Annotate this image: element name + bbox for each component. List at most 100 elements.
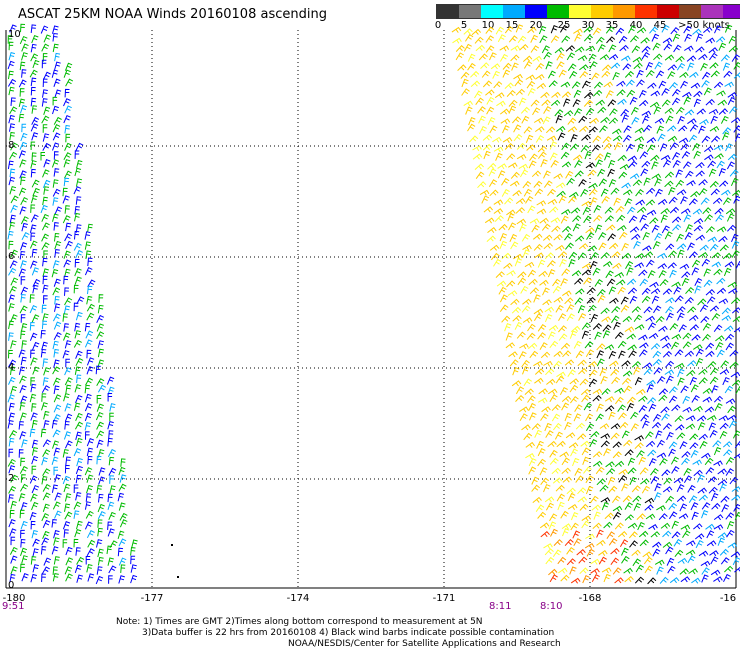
wind-barb [565, 242, 574, 250]
wind-barb [589, 439, 598, 447]
wind-barb [628, 215, 638, 223]
wind-barb [43, 186, 50, 195]
wind-barb [681, 277, 690, 287]
wind-barb [522, 180, 532, 189]
wind-barb [20, 216, 29, 225]
y-tick-label: 0 [8, 580, 14, 591]
legend-swatch [481, 5, 503, 18]
wind-barb [596, 358, 605, 367]
wind-barb [53, 466, 58, 476]
wind-barb [529, 350, 539, 359]
wind-barb [677, 377, 685, 386]
wind-barb [680, 385, 689, 394]
wind-barb [724, 261, 735, 268]
legend-swatch [635, 5, 657, 18]
wind-barb [84, 422, 92, 431]
wind-barb [557, 132, 566, 141]
wind-barb [685, 549, 696, 556]
wind-barb [515, 88, 525, 96]
wind-barb [610, 62, 621, 69]
wind-barb [639, 214, 648, 223]
wind-barb [719, 244, 729, 252]
wind-barb [107, 437, 113, 447]
wind-barb [564, 359, 575, 366]
wind-barb [577, 252, 587, 260]
wind-barb [95, 575, 104, 585]
wind-barb [517, 271, 527, 278]
wind-barb [20, 104, 28, 114]
wind-barb [30, 141, 36, 151]
wind-barb [42, 530, 50, 539]
wind-barb [718, 42, 727, 51]
wind-barb [538, 25, 547, 35]
wind-barb [600, 307, 610, 315]
wind-barb [705, 226, 715, 234]
wind-barb [486, 96, 495, 105]
wind-barb [715, 214, 724, 222]
wind-barb [87, 539, 96, 548]
wind-barb [607, 233, 616, 241]
wind-barb [10, 340, 17, 349]
wind-barb [691, 267, 700, 276]
wind-barb [504, 82, 514, 89]
wind-barb [41, 513, 50, 522]
wind-barb [20, 293, 26, 303]
wind-barb [31, 484, 40, 494]
wind-barb [65, 78, 74, 87]
wind-barb [667, 135, 678, 142]
legend-swatch [569, 5, 591, 18]
legend-label: 10 [481, 20, 495, 31]
wind-barb [485, 26, 495, 34]
wind-barb [656, 505, 666, 511]
wind-barb [730, 177, 739, 187]
wind-barb [726, 161, 735, 170]
wind-barb [581, 330, 589, 339]
wind-barb [52, 287, 61, 296]
wind-barb [639, 467, 649, 475]
wind-barb [669, 81, 678, 90]
wind-barb [649, 26, 659, 34]
wind-barb [572, 99, 581, 108]
wind-barb [570, 448, 578, 457]
wind-barb [709, 367, 719, 376]
wind-barb [497, 163, 507, 170]
wind-barb [641, 110, 652, 117]
wind-barb [642, 245, 652, 252]
wind-barb [75, 431, 82, 441]
wind-barb [585, 413, 594, 422]
wind-barb [621, 114, 629, 123]
wind-barb [512, 189, 522, 197]
wind-barb [650, 154, 660, 162]
wind-barb [555, 182, 566, 189]
wind-barb [673, 477, 684, 484]
wind-barb [706, 530, 715, 539]
wind-barb [713, 268, 723, 276]
wind-barb [631, 360, 641, 368]
wind-barb [691, 511, 699, 520]
wind-barb [620, 108, 630, 117]
wind-barb [685, 224, 693, 233]
wind-barb [721, 504, 730, 513]
wind-barb [590, 558, 601, 565]
wind-barb [669, 206, 680, 214]
time-label: 9:51 [2, 601, 24, 612]
wind-barb [501, 177, 510, 186]
wind-barb [541, 406, 551, 413]
wind-barb [544, 313, 553, 323]
wind-barb [63, 259, 72, 268]
wind-barb [687, 118, 697, 125]
wind-barb [718, 415, 729, 422]
wind-barb [20, 457, 26, 467]
wind-barb [696, 415, 707, 422]
wind-barb [30, 204, 36, 213]
wind-barb [661, 88, 670, 96]
wind-barb [41, 115, 50, 124]
wind-barb [10, 195, 19, 204]
wind-barb [63, 431, 71, 440]
wind-barb [724, 81, 734, 88]
wind-barb [599, 367, 607, 377]
wind-barb [681, 271, 691, 279]
wind-barb [519, 343, 529, 350]
wind-barb [551, 467, 561, 475]
wind-barb [709, 180, 719, 188]
